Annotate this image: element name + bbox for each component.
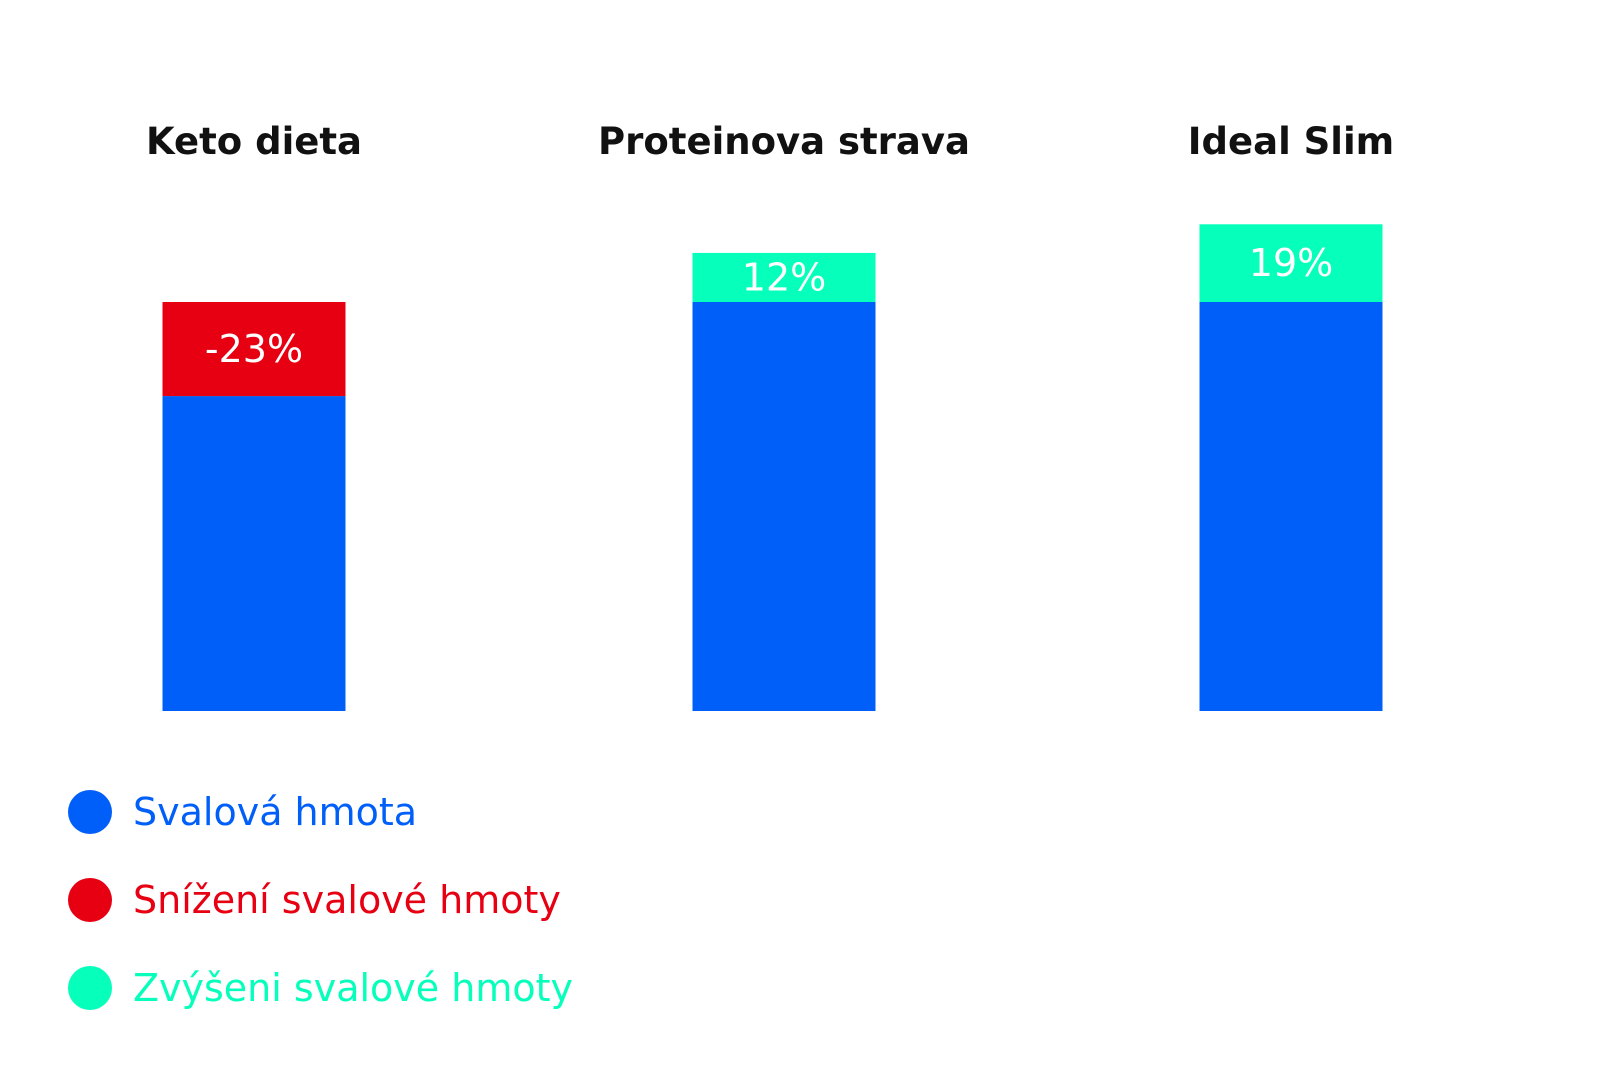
category-title-keto-dieta: Keto dieta bbox=[146, 120, 362, 163]
legend-item-muscle-decrease: Snížení svalové hmoty bbox=[68, 878, 768, 922]
legend: Svalová hmota Snížení svalové hmoty Zvýš… bbox=[68, 790, 768, 1054]
category-title-proteinova-strava: Proteinova strava bbox=[598, 120, 970, 163]
bar-muscle-mass-proteinova-strava bbox=[692, 302, 876, 711]
bar-increase-ideal-slim bbox=[1199, 224, 1383, 302]
bar-muscle-mass-keto-dieta bbox=[162, 396, 346, 711]
data-label-ideal-slim: 19% bbox=[1249, 241, 1333, 285]
legend-label-muscle-mass: Svalová hmota bbox=[133, 790, 418, 834]
legend-swatch-muscle-mass bbox=[68, 790, 112, 834]
category-title-ideal-slim: Ideal Slim bbox=[1188, 120, 1394, 163]
data-label-proteinova-strava: 12% bbox=[742, 255, 826, 299]
bar-increase-proteinova-strava bbox=[692, 252, 876, 302]
bar-decrease-keto-dieta bbox=[162, 302, 346, 397]
data-label-keto-dieta: -23% bbox=[205, 327, 303, 371]
legend-swatch-muscle-decrease bbox=[68, 878, 112, 922]
legend-item-muscle-increase: Zvýšeni svalové hmoty bbox=[68, 966, 768, 1010]
legend-label-muscle-increase: Zvýšeni svalové hmoty bbox=[133, 966, 573, 1010]
legend-swatch-muscle-increase bbox=[68, 966, 112, 1010]
legend-item-muscle-mass: Svalová hmota bbox=[68, 790, 768, 834]
bar-muscle-mass-ideal-slim bbox=[1199, 302, 1383, 711]
legend-label-muscle-decrease: Snížení svalové hmoty bbox=[133, 878, 561, 922]
